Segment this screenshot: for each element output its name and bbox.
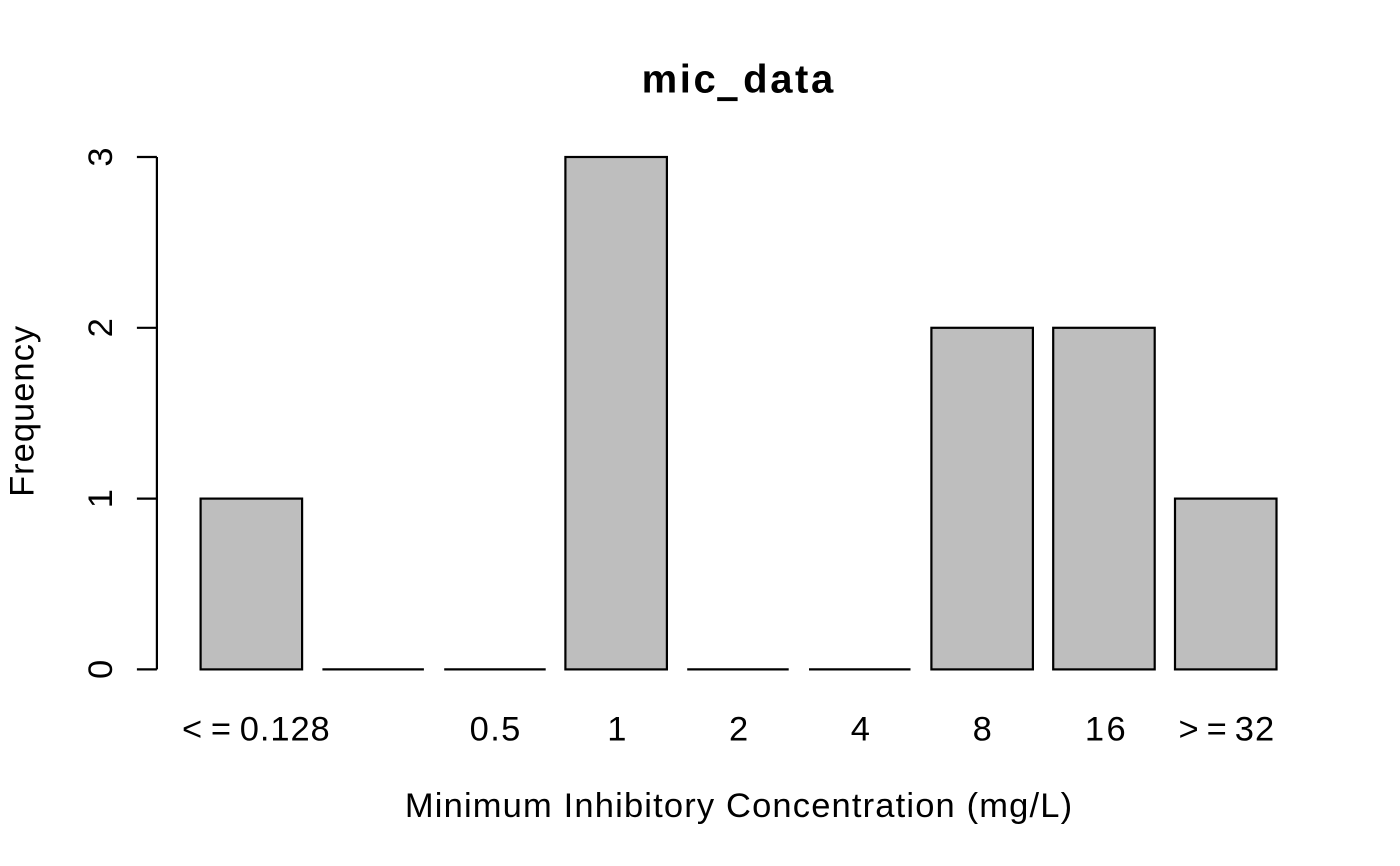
svg-text:16: 16 (1085, 711, 1128, 749)
svg-text:0.5: 0.5 (470, 711, 522, 749)
svg-text:1: 1 (607, 711, 626, 749)
svg-text:Frequency: Frequency (4, 325, 42, 497)
svg-text:2: 2 (729, 711, 748, 749)
svg-text:<=0.128: <=0.128 (182, 711, 331, 749)
svg-text:0: 0 (82, 660, 120, 679)
svg-text:1: 1 (82, 489, 120, 508)
svg-text:Minimum Inhibitory Concentrati: Minimum Inhibitory Concentration (mg/L) (405, 787, 1073, 825)
svg-text:mic_data: mic_data (642, 57, 836, 101)
svg-text:8: 8 (973, 711, 992, 749)
svg-text:2: 2 (82, 318, 120, 337)
svg-text:4: 4 (851, 711, 870, 749)
svg-text:>=32: >=32 (1179, 711, 1276, 749)
svg-text:3: 3 (82, 147, 120, 166)
